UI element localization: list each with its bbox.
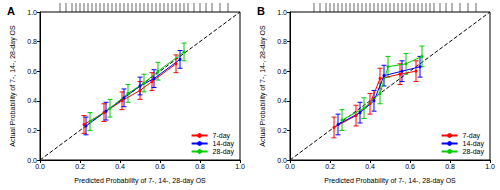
svg-text:A: A <box>7 5 15 17</box>
svg-text:1.0: 1.0 <box>235 163 245 170</box>
svg-text:0.6: 0.6 <box>27 68 37 75</box>
svg-text:14-day: 14-day <box>213 140 235 148</box>
svg-text:Predicted Probability of 7-, 1: Predicted Probability of 7-, 14-, 28-day… <box>74 177 206 185</box>
svg-text:0.0: 0.0 <box>277 156 287 164</box>
svg-text:1.0: 1.0 <box>277 9 287 16</box>
svg-text:0.4: 0.4 <box>365 163 375 170</box>
svg-text:0.6: 0.6 <box>405 163 415 170</box>
svg-text:28-day: 28-day <box>463 148 485 156</box>
svg-text:0.2: 0.2 <box>75 163 85 170</box>
svg-text:28-day: 28-day <box>213 148 235 156</box>
svg-text:0.0: 0.0 <box>35 163 45 170</box>
svg-text:Actual Probability of 7-, 14-,: Actual Probability of 7-, 14-, 28-day OS <box>259 25 267 147</box>
svg-text:Actual Probability of 7-, 14-,: Actual Probability of 7-, 14-, 28-day OS <box>9 25 17 147</box>
svg-text:1.0: 1.0 <box>27 9 37 16</box>
svg-text:0.4: 0.4 <box>27 97 37 104</box>
svg-text:0.2: 0.2 <box>27 127 37 134</box>
svg-text:0.8: 0.8 <box>277 38 287 45</box>
svg-text:7-day: 7-day <box>213 132 231 140</box>
svg-text:0.0: 0.0 <box>27 156 37 164</box>
svg-text:Predicted Probability of 7-, 1: Predicted Probability of 7-, 14-, 28-day… <box>324 177 456 185</box>
svg-text:0.6: 0.6 <box>277 68 287 75</box>
svg-text:0.0: 0.0 <box>285 163 295 170</box>
svg-text:0.8: 0.8 <box>445 163 455 170</box>
svg-text:0.8: 0.8 <box>195 163 205 170</box>
svg-text:0.6: 0.6 <box>155 163 165 170</box>
svg-text:0.2: 0.2 <box>325 163 335 170</box>
svg-text:0.8: 0.8 <box>27 38 37 45</box>
svg-text:0.4: 0.4 <box>115 163 125 170</box>
svg-text:B: B <box>257 5 265 17</box>
svg-text:0.4: 0.4 <box>277 97 287 104</box>
svg-text:1.0: 1.0 <box>485 163 495 170</box>
svg-text:7-day: 7-day <box>463 132 481 140</box>
svg-text:14-day: 14-day <box>463 140 485 148</box>
svg-text:0.2: 0.2 <box>277 127 287 134</box>
